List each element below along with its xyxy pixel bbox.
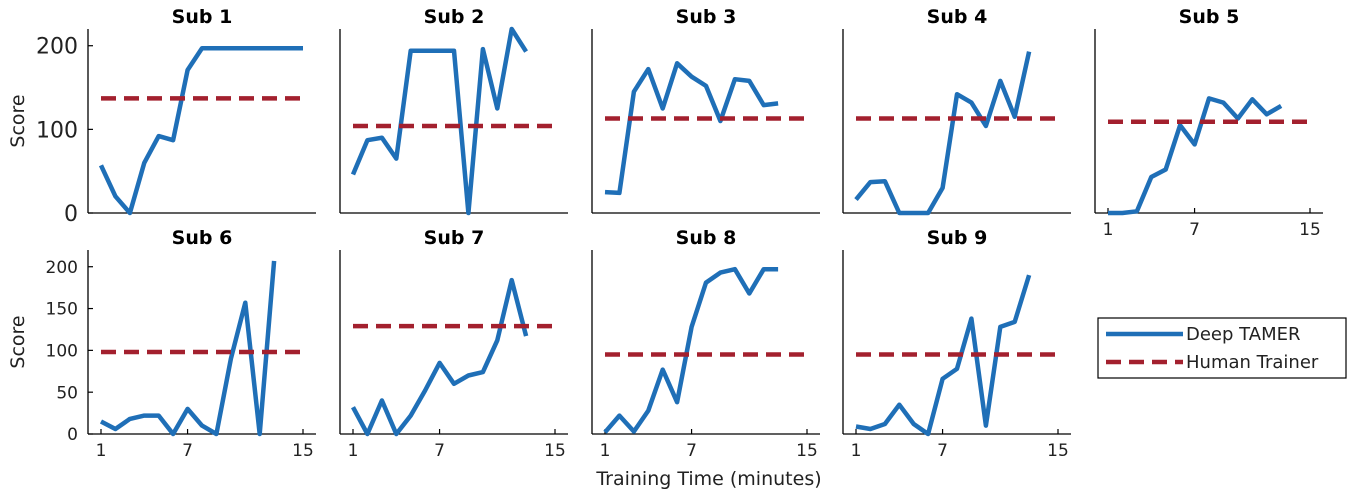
legend: Deep TAMER Human Trainer — [1097, 317, 1347, 379]
x-tick-label: 15 — [292, 441, 314, 461]
x-tick-label: 7 — [937, 441, 948, 461]
deep-tamer-series-line — [855, 274, 1032, 437]
subplot-1: Sub 1 0 100 200 Score — [7, 6, 316, 227]
subplot-title: Sub 5 — [1179, 6, 1240, 28]
y-tick-label: 50 — [56, 383, 78, 403]
subplot-5: Sub 5 1 7 15 — [1094, 6, 1323, 240]
subplot-title: Sub 2 — [424, 6, 485, 28]
y-tick-label: 0 — [64, 202, 78, 227]
y-axis-label: Score — [7, 94, 29, 147]
deep-tamer-series-line — [99, 260, 277, 437]
subplot-title: Sub 3 — [676, 6, 737, 28]
subplot-8: Sub 8 1 7 15 — [591, 227, 820, 461]
legend-label: Human Trainer — [1186, 352, 1319, 373]
y-tick-label: 0 — [67, 425, 78, 445]
x-tick-label: 1 — [348, 441, 359, 461]
legend-box — [1097, 317, 1347, 379]
subplot-title: Sub 4 — [927, 6, 988, 28]
x-tick-label: 7 — [434, 441, 445, 461]
subplot-4: Sub 4 — [842, 6, 1071, 216]
y-axis-label: Score — [7, 315, 29, 368]
y-tick-label: 150 — [46, 300, 78, 320]
subplot-6: Sub 6 0 50 100 150 200 1 7 15 Score — [7, 227, 316, 461]
x-axis-label: Training Time (minutes) — [595, 468, 821, 490]
x-tick-label: 7 — [182, 441, 193, 461]
x-tick-label: 1 — [851, 441, 862, 461]
subplot-3: Sub 3 — [591, 6, 820, 214]
subplot-title: Sub 8 — [676, 227, 737, 249]
x-tick-label: 1 — [96, 441, 107, 461]
x-tick-label: 15 — [544, 441, 566, 461]
x-tick-label: 7 — [686, 441, 697, 461]
deep-tamer-series-line — [854, 51, 1032, 216]
subplot-title: Sub 7 — [424, 227, 485, 249]
x-tick-label: 1 — [1103, 220, 1114, 240]
y-tick-label: 100 — [46, 341, 78, 361]
deep-tamer-series-line — [604, 61, 779, 196]
y-tick-label: 200 — [36, 35, 78, 60]
x-tick-label: 15 — [1047, 441, 1069, 461]
subplot-9: Sub 9 1 7 15 — [842, 227, 1071, 461]
deep-tamer-series-line — [98, 45, 303, 216]
subplot-title: Sub 9 — [927, 227, 988, 249]
deep-tamer-series-line — [350, 26, 528, 216]
x-tick-label: 15 — [796, 441, 818, 461]
deep-tamer-series-line — [1108, 96, 1283, 216]
subplot-2: Sub 2 — [339, 6, 568, 216]
subplot-title: Sub 6 — [172, 227, 233, 249]
x-tick-label: 15 — [1299, 220, 1321, 240]
deep-tamer-series-line — [603, 266, 779, 434]
subplot-title: Sub 1 — [172, 6, 233, 28]
legend-label: Deep TAMER — [1186, 324, 1300, 345]
x-tick-label: 1 — [600, 441, 611, 461]
y-tick-label: 100 — [36, 118, 78, 143]
subplot-7: Sub 7 1 7 15 — [339, 227, 568, 461]
y-tick-label: 200 — [46, 258, 78, 278]
x-tick-label: 7 — [1189, 220, 1200, 240]
deep-tamer-series-line — [351, 277, 529, 437]
